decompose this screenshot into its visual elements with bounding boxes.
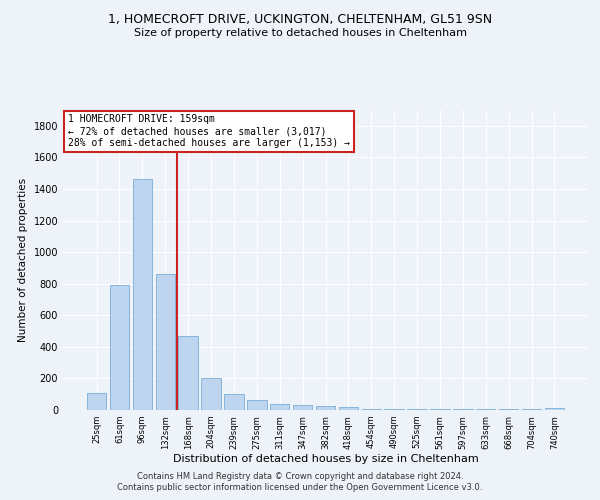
Bar [522, 409, 541, 410]
Bar [224, 394, 244, 410]
Bar [247, 400, 266, 410]
Bar [407, 409, 427, 410]
Bar [362, 409, 381, 410]
Text: 1, HOMECROFT DRIVE, UCKINGTON, CHELTENHAM, GL51 9SN: 1, HOMECROFT DRIVE, UCKINGTON, CHELTENHA… [108, 12, 492, 26]
Bar [338, 407, 358, 410]
Bar [293, 406, 313, 410]
Bar [316, 406, 335, 410]
Bar [202, 378, 221, 410]
Bar [155, 274, 175, 410]
Text: 1 HOMECROFT DRIVE: 159sqm
← 72% of detached houses are smaller (3,017)
28% of se: 1 HOMECROFT DRIVE: 159sqm ← 72% of detac… [68, 114, 350, 148]
Text: Size of property relative to detached houses in Cheltenham: Size of property relative to detached ho… [133, 28, 467, 38]
Bar [430, 409, 449, 410]
X-axis label: Distribution of detached houses by size in Cheltenham: Distribution of detached houses by size … [173, 454, 478, 464]
Bar [133, 180, 152, 410]
Bar [270, 404, 289, 410]
Bar [476, 409, 496, 410]
Bar [545, 408, 564, 410]
Bar [87, 392, 106, 410]
Bar [385, 409, 404, 410]
Y-axis label: Number of detached properties: Number of detached properties [18, 178, 28, 342]
Bar [110, 286, 129, 410]
Bar [499, 409, 518, 410]
Text: Contains public sector information licensed under the Open Government Licence v3: Contains public sector information licen… [118, 483, 482, 492]
Bar [453, 409, 473, 410]
Bar [178, 336, 198, 410]
Text: Contains HM Land Registry data © Crown copyright and database right 2024.: Contains HM Land Registry data © Crown c… [137, 472, 463, 481]
